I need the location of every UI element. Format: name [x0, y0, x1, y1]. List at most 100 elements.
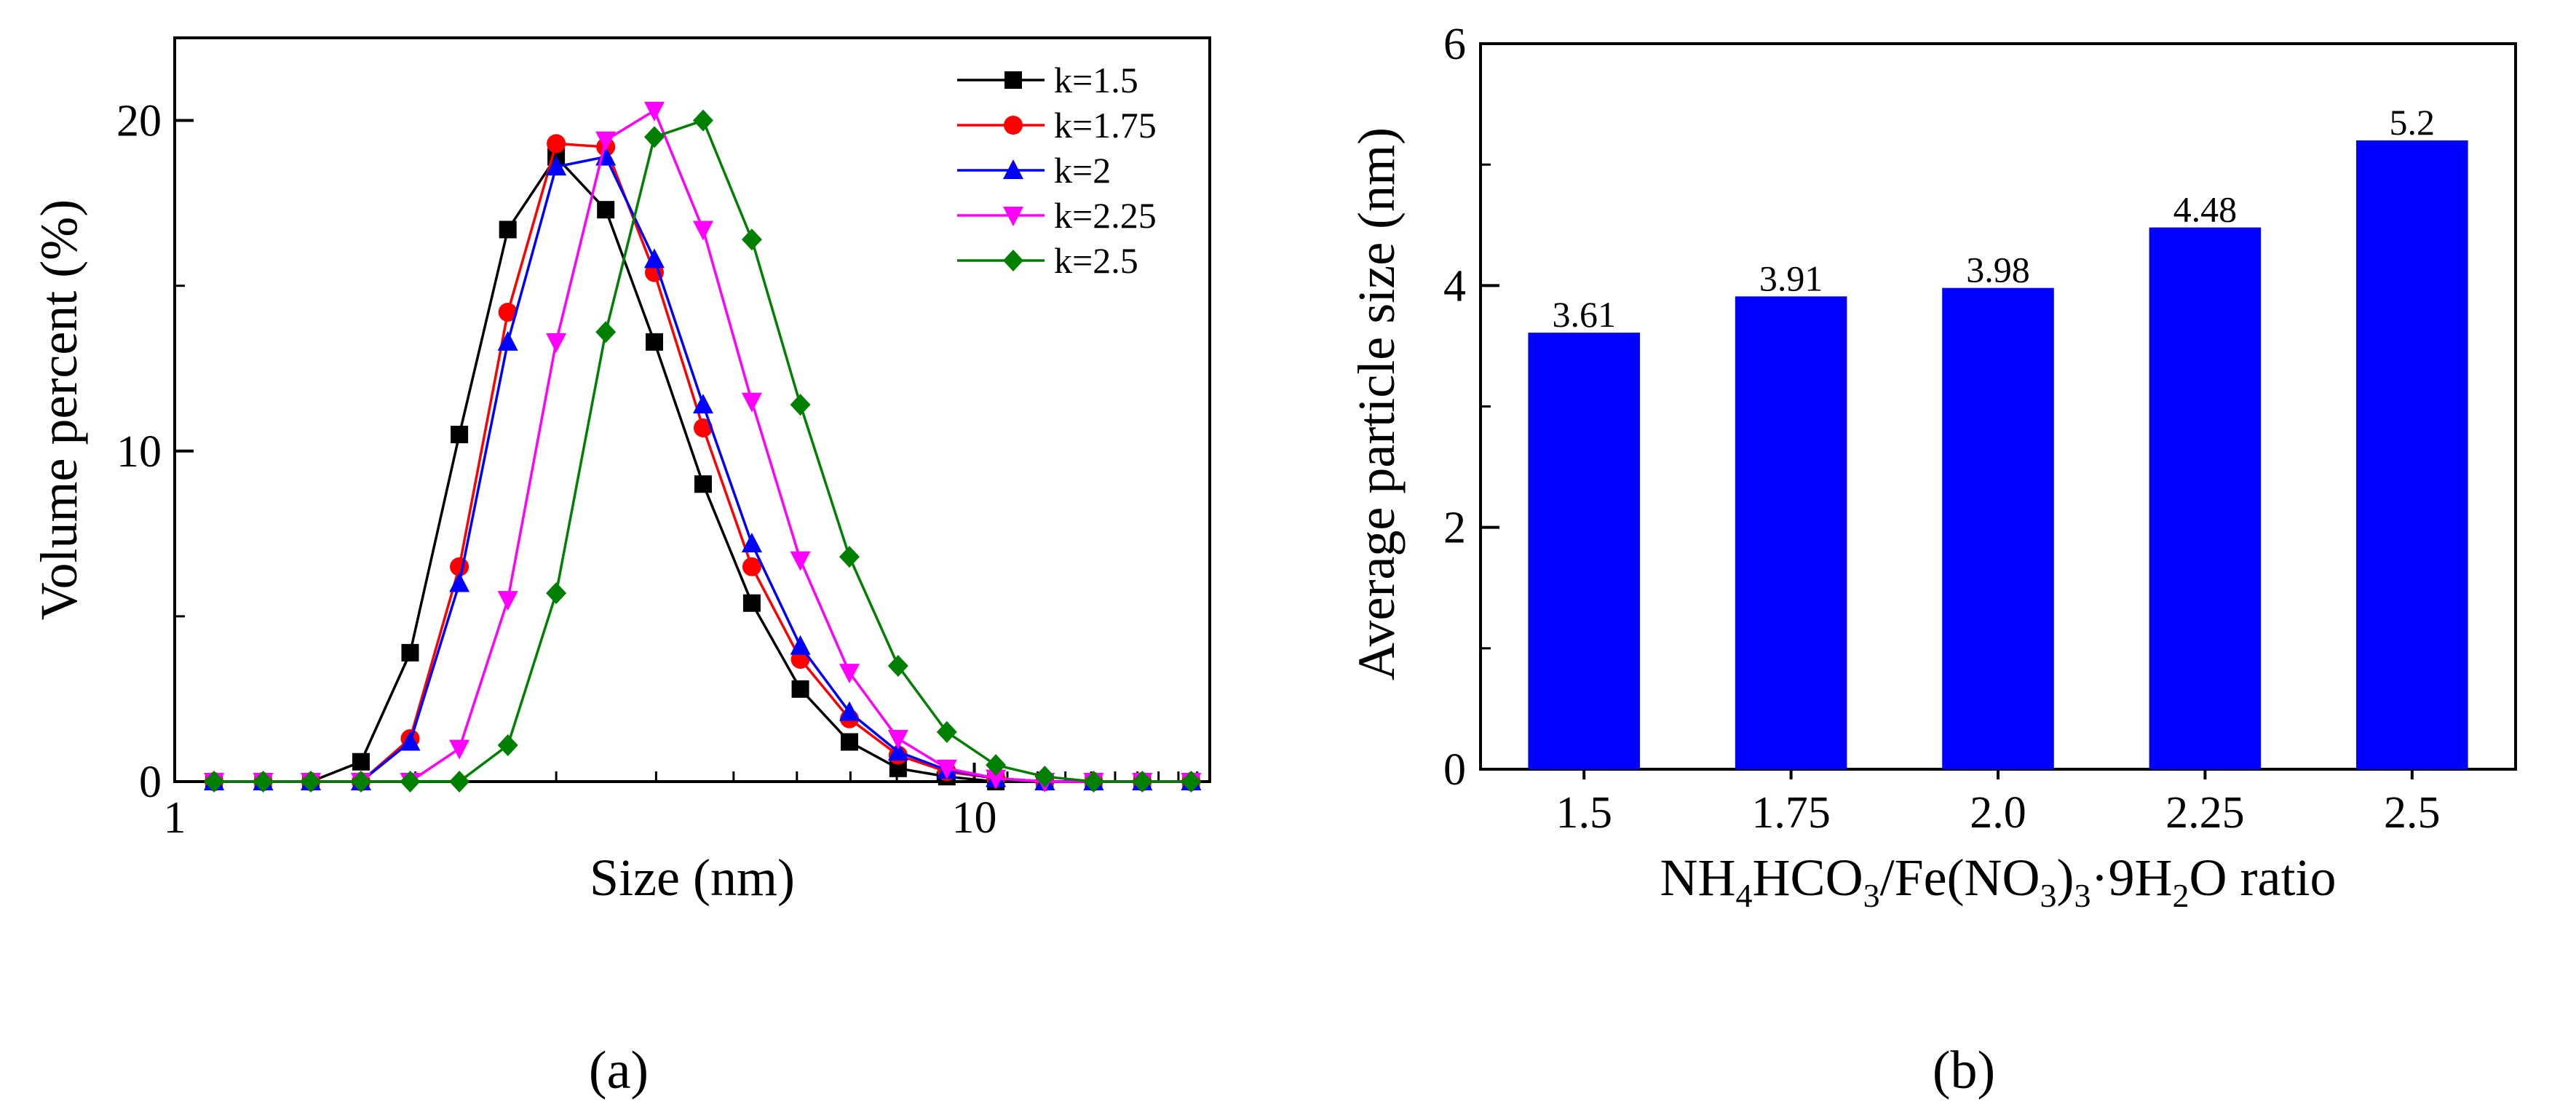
- panel-b-y-ticks: 0 2 4 6: [1443, 20, 1499, 795]
- panel-a-series-line: [214, 119, 1192, 783]
- panel-b-y-tick-label: 0: [1443, 745, 1466, 795]
- panel-a-data-point: [497, 734, 518, 757]
- panel-a-data-point: [839, 664, 860, 684]
- xlabel-part-fe: /Fe(NO: [1880, 849, 2040, 907]
- xlabel-sub-3b: 3: [2040, 877, 2057, 914]
- panel-a-y-tick-label: 10: [116, 427, 162, 477]
- panel-a-data-point: [692, 109, 713, 132]
- xlabel-part-hco: HCO: [1753, 849, 1863, 907]
- panel-a-legend-marker: [1003, 159, 1023, 179]
- panel-a-data-point: [449, 771, 470, 793]
- panel-a-data-point: [741, 229, 762, 251]
- panel-a-series: [204, 101, 1202, 793]
- panel-a-series-5: [204, 109, 1202, 793]
- panel-a-y-axis-label: Volume percent (%): [30, 199, 88, 620]
- panel-a-data-point: [741, 532, 762, 552]
- panel-b-x-tick-label: 1.5: [1555, 788, 1612, 838]
- panel-a-legend-marker: [1004, 71, 1022, 89]
- panel-a-legend-entry: k=2: [957, 150, 1111, 191]
- panel-b-x-tick-label: 2.25: [2165, 788, 2245, 838]
- panel-a-data-point: [497, 330, 518, 351]
- panel-a-legend-label: k=2: [1054, 150, 1111, 191]
- panel-a-label: (a): [589, 1041, 649, 1100]
- panel-b-y-tick-label: 4: [1443, 261, 1466, 311]
- panel-a-data-point: [597, 201, 615, 219]
- panel-a-data-point: [301, 771, 322, 793]
- panel-a-data-point: [1034, 766, 1055, 788]
- panel-a-legend-entry: k=1.5: [957, 60, 1138, 100]
- panel-b-data-label: 4.48: [2173, 189, 2238, 230]
- panel-a-series-4: [204, 101, 1202, 793]
- panel-a-data-point: [692, 394, 713, 414]
- panel-a-data-point: [499, 221, 517, 239]
- xlabel-part-dot9h: ·9H: [2091, 849, 2173, 907]
- panel-a-plot-frame: [173, 36, 1211, 783]
- panel-a-data-point: [546, 156, 567, 176]
- panel-a-data-point: [449, 739, 470, 760]
- panel-a-data-point: [253, 771, 274, 793]
- panel-b-bar: [2356, 140, 2468, 769]
- panel-a-data-point: [790, 551, 811, 571]
- panel-a-legend-marker: [1004, 116, 1023, 135]
- panel-a-data-point: [449, 572, 470, 592]
- panel-a-data-point: [643, 101, 665, 122]
- panel-a-data-point: [350, 771, 371, 793]
- panel-a-data-point: [790, 394, 811, 416]
- panel-a-data-point: [352, 752, 370, 771]
- panel-a-data-point: [839, 546, 860, 568]
- panel-a-data-point: [645, 333, 663, 351]
- panel-a-data-point: [692, 221, 713, 241]
- panel-a-legend-entry: k=1.75: [957, 105, 1157, 146]
- panel-a-series-line: [214, 154, 1192, 783]
- panel-a-data-point: [1132, 771, 1153, 793]
- panel-a-data-point: [742, 557, 761, 576]
- panel-b-bars: 3.61 1.5 3.91 1.75 3.98 2.0 4.48 2.25 5.2 2.5: [1528, 102, 2468, 838]
- panel-a-data-point: [986, 769, 1007, 790]
- panel-a-legend-marker: [1003, 207, 1023, 226]
- panel-a-data-point: [643, 126, 665, 148]
- xlabel-part-nh: NH: [1660, 849, 1736, 907]
- panel-a-data-point: [694, 475, 712, 493]
- panel-a-data-point: [451, 426, 469, 444]
- panel-a-data-point: [936, 759, 957, 779]
- panel-b-data-label: 3.61: [1552, 294, 1616, 335]
- panel-a-y-tick-label: 20: [116, 97, 162, 146]
- xlabel-sub-3c: 3: [2074, 877, 2091, 914]
- panel-b-bar: [1942, 287, 2054, 769]
- panel-a-legend-entry: k=2.25: [957, 195, 1157, 236]
- panel-a-data-point: [839, 701, 860, 721]
- panel-a-data-point: [790, 635, 811, 655]
- panel-a-legend-label: k=2.25: [1054, 195, 1157, 236]
- panel-b-y-tick-label: 6: [1443, 20, 1466, 69]
- panel-a-data-point: [791, 680, 809, 698]
- panel-a-y-ticks: 0 10 20: [116, 97, 194, 807]
- panel-a-data-point: [1181, 771, 1202, 793]
- panel-b-bar: [1528, 333, 1640, 770]
- panel-b-x-tick-label: 2.0: [1970, 788, 2026, 838]
- panel-a-data-point: [498, 303, 518, 322]
- panel-a-data-point: [595, 131, 617, 151]
- panel-b-bar: [2149, 227, 2262, 769]
- panel-a-x-axis-label: Size (nm): [590, 849, 795, 907]
- panel-a-data-point: [840, 733, 858, 751]
- panel-a-data-point: [887, 741, 908, 761]
- panel-a-legend-label: k=2.5: [1054, 240, 1138, 281]
- xlabel-sub-3a: 3: [1863, 877, 1880, 914]
- panel-a-data-point: [546, 582, 567, 605]
- panel-a-data-point: [401, 643, 419, 662]
- panel-a-data-point: [887, 729, 908, 750]
- panel-b-label: (b): [1933, 1041, 1995, 1100]
- panel-a-data-point: [693, 418, 713, 437]
- panel-a-data-point: [400, 731, 421, 751]
- panel-a-series-1: [205, 148, 1200, 790]
- panel-a-legend-entry: k=2.5: [957, 240, 1138, 281]
- panel-a-legend-marker: [1003, 250, 1023, 271]
- panel-b-y-tick-label: 2: [1443, 504, 1466, 553]
- panel-b-bar: [1735, 296, 1847, 769]
- panel-b-chart: 0 2 4 6 3.61 1.5 3.91 1.75 3.98 2.0 4.48 2.25 5.2 2.…: [1347, 20, 2517, 1100]
- panel-a-legend-label: k=1.75: [1054, 105, 1157, 146]
- xlabel-part-o-ratio: O ratio: [2189, 849, 2337, 907]
- panel-b-x-axis-label: NH4HCO3/Fe(NO3)3·9H2O ratio: [1660, 849, 2337, 914]
- panel-a-legend: k=1.5 k=1.75k=2k=2.25k=2.5: [957, 60, 1157, 281]
- xlabel-sub-4: 4: [1736, 877, 1753, 914]
